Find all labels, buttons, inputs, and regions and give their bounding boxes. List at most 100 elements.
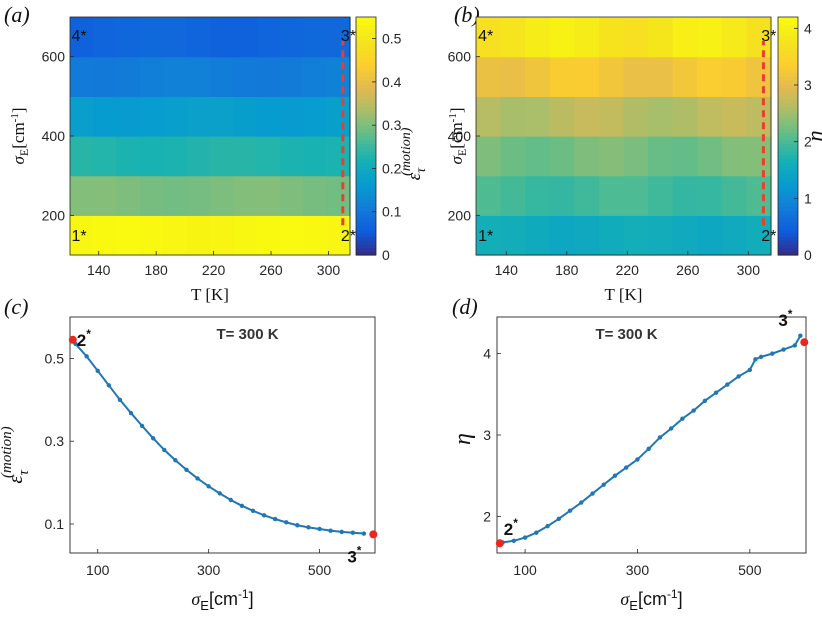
data-point — [612, 473, 618, 478]
heatmap-cell — [163, 136, 188, 177]
x-tick-label: 300 — [317, 262, 341, 278]
y-axis-label: σE[cm-1] — [9, 107, 31, 164]
y-tick-label: 2 — [483, 508, 491, 524]
data-point — [635, 457, 640, 462]
data-point — [306, 525, 311, 530]
heatmap-row — [70, 96, 351, 137]
data-point — [781, 347, 786, 352]
endpoint-marker — [369, 530, 378, 539]
colorbar-segment — [778, 214, 798, 219]
heatmap-cell — [525, 175, 551, 216]
y-tick-label: 200 — [42, 207, 66, 223]
heatmap-cell — [721, 175, 748, 216]
heatmap-cell — [697, 56, 723, 97]
heatmap-cell — [598, 96, 625, 137]
data-point — [522, 535, 528, 540]
colorbar-segment — [356, 169, 376, 174]
colorbar-segment — [778, 43, 798, 48]
colorbar-segment — [778, 80, 798, 85]
heatmap-cell — [476, 136, 502, 177]
heatmap-cell — [672, 215, 698, 256]
colorbar-segment — [356, 236, 376, 241]
data-point — [250, 508, 256, 513]
colorbar-segment — [356, 43, 376, 48]
heatmap-cell — [256, 175, 281, 216]
x-tick-label: 180 — [555, 262, 579, 278]
heatmap-row — [476, 56, 772, 97]
heatmap-cell — [280, 17, 304, 58]
corner-label: 3* — [341, 28, 356, 45]
heatmap-cell — [476, 17, 502, 58]
colorbar-segment — [356, 225, 376, 230]
heatmap-cell — [163, 56, 188, 97]
colorbar-segment — [778, 139, 798, 145]
heatmap-cell — [500, 136, 526, 177]
colorbar-segment — [356, 228, 376, 234]
colorbar-tick-label: 1 — [804, 190, 812, 206]
colorbar-segment — [778, 199, 798, 204]
heatmap-cell — [574, 175, 600, 216]
colorbar-frame — [355, 16, 377, 256]
heatmap-cell — [280, 175, 304, 216]
colorbar-segment — [778, 247, 798, 252]
colorbar-segment — [356, 221, 376, 226]
data-point — [624, 465, 629, 470]
heatmap-cell — [598, 215, 625, 256]
colorbar-segment — [778, 195, 798, 200]
heatmap-cell — [648, 17, 674, 58]
heatmap-cell — [697, 17, 723, 58]
colorbar-segment — [778, 35, 798, 40]
colorbar-segment — [778, 95, 798, 100]
panel-label: (d) — [452, 294, 478, 319]
x-tick-label: 500 — [308, 562, 332, 578]
colorbar-segment — [356, 83, 376, 89]
colorbar-segment — [356, 117, 376, 122]
heatmap-cell — [525, 215, 551, 256]
heatmap-cell — [476, 56, 502, 97]
colorbar-segment — [356, 98, 376, 104]
heatmap-cell — [233, 17, 258, 58]
colorbar-segment — [356, 136, 376, 141]
heatmap-row — [70, 175, 351, 216]
heatmap-cell — [525, 17, 551, 58]
heatmap-cell — [186, 175, 211, 216]
heatmap-cell — [476, 96, 502, 137]
data-point — [128, 410, 134, 416]
y-tick-label: 200 — [448, 207, 472, 223]
endpoint-label: 2* — [77, 327, 91, 350]
colorbar-segment — [356, 35, 376, 40]
colorbar-tick-label: 2 — [804, 134, 812, 150]
panel-a: (a) 140 180 220 260 300 200 400 600 T [K] σE[cm-1]… — [4, 2, 429, 304]
x-tick-label: 100 — [513, 562, 537, 578]
colorbar-segment — [356, 28, 376, 33]
heatmap-cell — [623, 215, 649, 256]
data-point — [239, 503, 245, 508]
heatmap-cell — [326, 56, 351, 97]
heatmap-cell — [163, 96, 188, 137]
colorbar-segment — [778, 17, 798, 22]
data-point — [317, 526, 322, 532]
data-point — [173, 458, 178, 463]
heatmap-cell — [525, 96, 551, 137]
data-point — [792, 343, 797, 348]
plot-title: T= 300 K — [216, 326, 278, 343]
corner-label: 2* — [761, 228, 776, 245]
colorbar-segment — [356, 243, 376, 249]
colorbar-tick-label: 4 — [804, 20, 812, 36]
colorbar-segment — [356, 46, 376, 52]
heatmap-cell — [500, 96, 526, 137]
heatmap-cell — [574, 215, 600, 256]
data-point — [195, 476, 200, 481]
heatmap-cell — [163, 215, 188, 256]
corner-label: 1* — [478, 228, 493, 245]
heatmap-cell — [186, 215, 211, 256]
heatmap-cell — [623, 175, 649, 216]
colorbar-segment — [356, 128, 376, 133]
heatmap-cell — [70, 56, 94, 97]
plot-title: T= 300 K — [595, 326, 657, 343]
heatmap-cell — [303, 17, 328, 58]
heatmap-cell — [697, 96, 723, 137]
colorbar-segment — [356, 121, 376, 126]
heatmap-cell — [303, 96, 328, 137]
colorbar-frame — [777, 16, 799, 256]
